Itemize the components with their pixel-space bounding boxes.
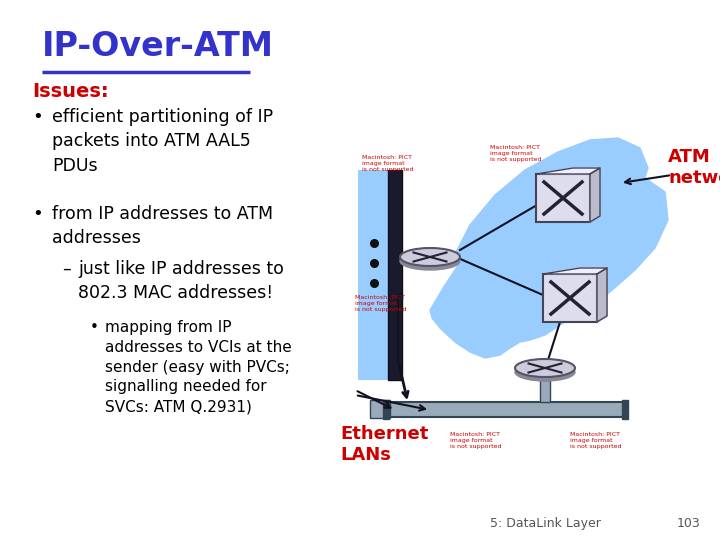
Text: from IP addresses to ATM
addresses: from IP addresses to ATM addresses xyxy=(52,205,273,247)
Bar xyxy=(540,380,550,402)
Text: Ethernet
LANs: Ethernet LANs xyxy=(340,425,428,464)
Text: just like IP addresses to
802.3 MAC addresses!: just like IP addresses to 802.3 MAC addr… xyxy=(78,260,284,302)
Polygon shape xyxy=(536,168,600,174)
Text: Macintosh: PICT
image format
is not supported: Macintosh: PICT image format is not supp… xyxy=(450,432,502,449)
Text: –: – xyxy=(62,260,71,278)
Text: ATM
network: ATM network xyxy=(668,148,720,187)
Text: 5: DataLink Layer: 5: DataLink Layer xyxy=(490,517,601,530)
Polygon shape xyxy=(590,168,600,222)
Text: Macintosh: PICT
image format
is not supported: Macintosh: PICT image format is not supp… xyxy=(570,432,621,449)
FancyBboxPatch shape xyxy=(536,174,590,222)
Ellipse shape xyxy=(400,248,460,266)
Text: •: • xyxy=(32,205,42,223)
Text: Issues:: Issues: xyxy=(32,82,109,101)
Polygon shape xyxy=(430,178,668,358)
Text: •: • xyxy=(90,320,99,335)
Polygon shape xyxy=(450,138,648,268)
FancyBboxPatch shape xyxy=(543,274,597,322)
Bar xyxy=(383,400,389,419)
Bar xyxy=(388,170,402,380)
Polygon shape xyxy=(543,268,607,274)
Ellipse shape xyxy=(515,359,575,377)
Text: efficient partitioning of IP
packets into ATM AAL5
PDUs: efficient partitioning of IP packets int… xyxy=(52,108,273,174)
Bar xyxy=(385,402,625,417)
Text: •: • xyxy=(32,108,42,126)
Text: mapping from IP
addresses to VCIs at the
sender (easy with PVCs;
signalling need: mapping from IP addresses to VCIs at the… xyxy=(105,320,292,414)
Text: 103: 103 xyxy=(676,517,700,530)
Text: IP-Over-ATM: IP-Over-ATM xyxy=(42,30,274,63)
Polygon shape xyxy=(597,268,607,322)
Bar xyxy=(358,170,403,380)
Ellipse shape xyxy=(515,363,575,381)
Text: Macintosh: PICT
image format
is not supported: Macintosh: PICT image format is not supp… xyxy=(362,155,413,172)
Text: Macintosh: PICT
image format
is not supported: Macintosh: PICT image format is not supp… xyxy=(355,295,407,313)
Polygon shape xyxy=(453,215,520,268)
Text: Macintosh: PICT
image format
is not supported: Macintosh: PICT image format is not supp… xyxy=(490,145,541,163)
Bar xyxy=(370,400,390,418)
Ellipse shape xyxy=(400,252,460,270)
Bar xyxy=(622,400,628,419)
